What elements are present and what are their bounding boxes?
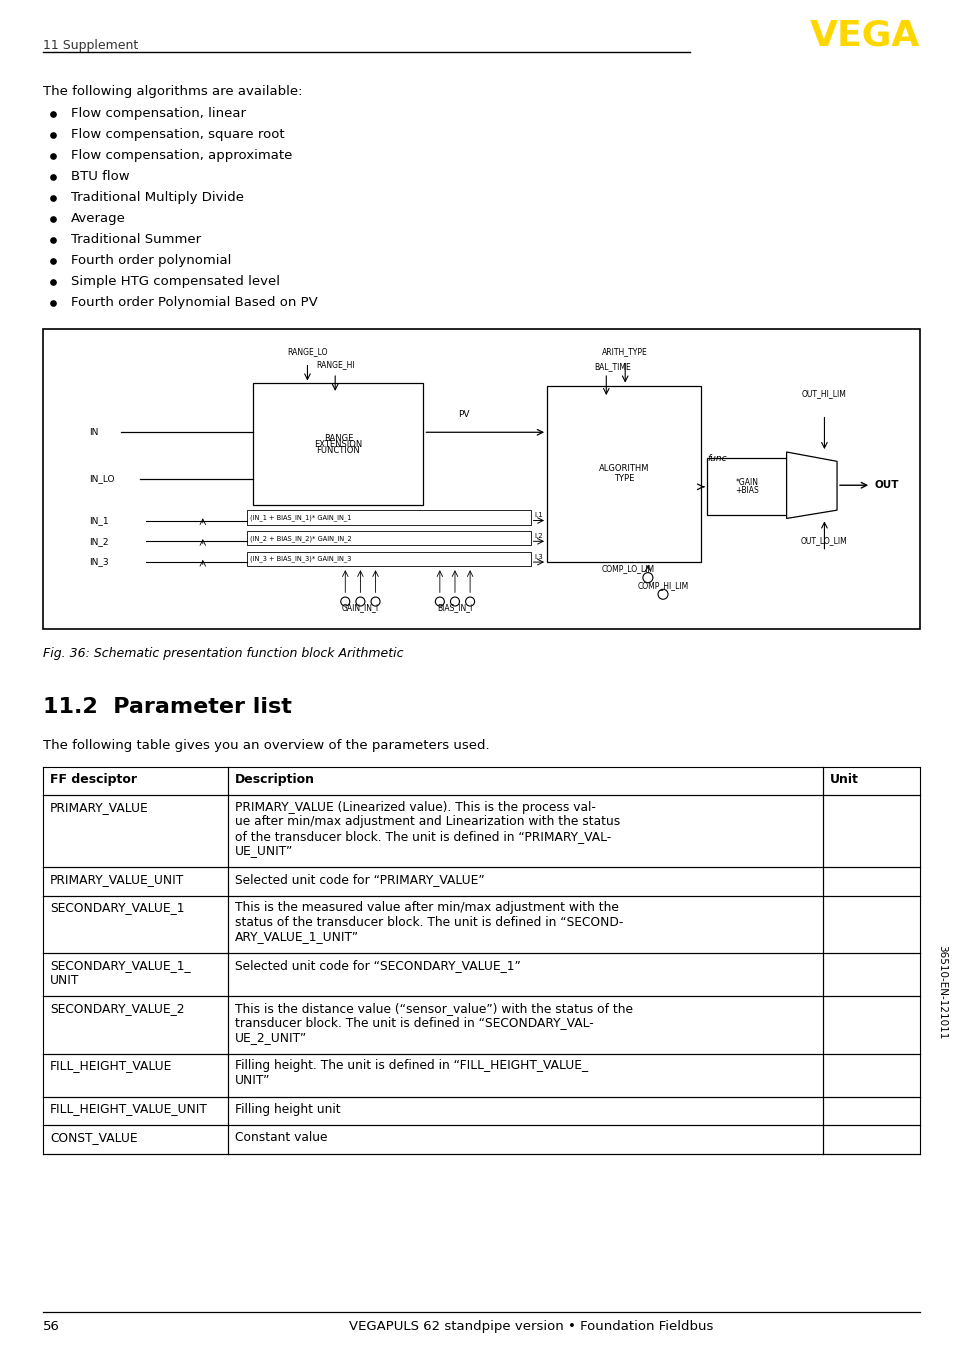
Text: 56: 56 [43, 1320, 60, 1332]
Bar [706, 458, 786, 516]
Text: FF desciptor: FF desciptor [50, 773, 137, 787]
Text: BIAS_IN_i: BIAS_IN_i [436, 603, 472, 612]
Text: FILL_HEIGHT_VALUE_UNIT: FILL_HEIGHT_VALUE_UNIT [50, 1102, 208, 1116]
Bar [253, 383, 423, 505]
Text: PRIMARY_VALUE (Linearized value). This is the process val-: PRIMARY_VALUE (Linearized value). This i… [234, 802, 596, 814]
Text: +BIAS: +BIAS [734, 486, 758, 496]
Text: ARITH_TYPE: ARITH_TYPE [601, 347, 647, 356]
Text: FUNCTION: FUNCTION [316, 445, 360, 455]
Text: Flow compensation, square root: Flow compensation, square root [71, 129, 284, 141]
Text: PV: PV [457, 410, 469, 418]
Text: l.2: l.2 [534, 533, 542, 539]
Text: CONST_VALUE: CONST_VALUE [50, 1131, 137, 1144]
Text: VEGA: VEGA [809, 18, 919, 51]
Text: OUT: OUT [874, 481, 899, 490]
Text: SECONDARY_VALUE_1: SECONDARY_VALUE_1 [50, 902, 184, 914]
Text: func: func [706, 454, 726, 463]
Text: BAL_TIME: BAL_TIME [594, 362, 630, 371]
Text: IN: IN [90, 428, 98, 437]
Text: Fourth order Polynomial Based on PV: Fourth order Polynomial Based on PV [71, 297, 317, 309]
Text: IN_1: IN_1 [90, 516, 109, 525]
Text: transducer block. The unit is defined in “SECONDARY_VAL-: transducer block. The unit is defined in… [234, 1017, 593, 1029]
Text: l.3: l.3 [534, 554, 542, 559]
Text: ALGORITHM: ALGORITHM [598, 464, 648, 474]
Text: IN_2: IN_2 [90, 536, 109, 546]
Text: The following table gives you an overview of the parameters used.: The following table gives you an overvie… [43, 739, 489, 751]
Text: Selected unit code for “SECONDARY_VALUE_1”: Selected unit code for “SECONDARY_VALUE_… [234, 959, 520, 972]
Text: status of the transducer block. The unit is defined in “SECOND-: status of the transducer block. The unit… [234, 917, 622, 929]
Text: This is the measured value after min/max adjustment with the: This is the measured value after min/max… [234, 902, 618, 914]
Bar [546, 386, 700, 562]
Bar [247, 531, 530, 546]
Text: (IN_1 + BIAS_IN_1)* GAIN_IN_1: (IN_1 + BIAS_IN_1)* GAIN_IN_1 [250, 515, 351, 521]
Text: Traditional Multiply Divide: Traditional Multiply Divide [71, 191, 244, 204]
Text: Fourth order polynomial: Fourth order polynomial [71, 255, 232, 267]
Text: VEGAPULS 62 standpipe version • Foundation Fieldbus: VEGAPULS 62 standpipe version • Foundati… [349, 1320, 713, 1332]
Text: Description: Description [234, 773, 314, 787]
Text: (IN_3 + BIAS_IN_3)* GAIN_IN_3: (IN_3 + BIAS_IN_3)* GAIN_IN_3 [250, 555, 351, 562]
Text: UE_2_UNIT”: UE_2_UNIT” [234, 1030, 307, 1044]
Text: Flow compensation, approximate: Flow compensation, approximate [71, 149, 292, 162]
Text: SECONDARY_VALUE_1_
UNIT: SECONDARY_VALUE_1_ UNIT [50, 959, 191, 987]
Text: Simple HTG compensated level: Simple HTG compensated level [71, 275, 280, 288]
Text: UNIT”: UNIT” [234, 1074, 271, 1087]
Text: Average: Average [71, 213, 126, 225]
Text: Filling height unit: Filling height unit [234, 1102, 340, 1116]
Text: IN_LO: IN_LO [90, 474, 114, 483]
Text: Fig. 36: Schematic presentation function block Arithmetic: Fig. 36: Schematic presentation function… [43, 647, 403, 659]
Text: TYPE: TYPE [613, 474, 634, 483]
Text: PRIMARY_VALUE: PRIMARY_VALUE [50, 802, 149, 814]
Text: (IN_2 + BIAS_IN_2)* GAIN_IN_2: (IN_2 + BIAS_IN_2)* GAIN_IN_2 [250, 535, 352, 542]
Text: RANGE_LO: RANGE_LO [287, 347, 327, 356]
Bar [43, 329, 919, 630]
Text: of the transducer block. The unit is defined in “PRIMARY_VAL-: of the transducer block. The unit is def… [234, 830, 611, 844]
Text: RANGE_HI: RANGE_HI [315, 360, 355, 370]
Text: BTU flow: BTU flow [71, 171, 130, 183]
Text: EXTENSION: EXTENSION [314, 440, 362, 448]
Text: This is the distance value (“sensor_value”) with the status of the: This is the distance value (“sensor_valu… [234, 1002, 633, 1016]
Text: *GAIN: *GAIN [735, 478, 758, 487]
Bar [247, 551, 530, 566]
Text: RANGE: RANGE [323, 433, 353, 443]
Text: COMP_HI_LIM: COMP_HI_LIM [637, 581, 688, 590]
Text: IN_3: IN_3 [90, 558, 109, 566]
Text: 11.2  Parameter list: 11.2 Parameter list [43, 697, 292, 718]
Polygon shape [786, 452, 836, 519]
Text: l.1: l.1 [534, 512, 542, 519]
Text: PRIMARY_VALUE_UNIT: PRIMARY_VALUE_UNIT [50, 873, 184, 886]
Text: Traditional Summer: Traditional Summer [71, 233, 201, 246]
Bar [247, 510, 530, 525]
Text: OUT_LO_LIM: OUT_LO_LIM [801, 536, 847, 546]
Text: OUT_HI_LIM: OUT_HI_LIM [801, 389, 846, 398]
Text: Filling height. The unit is defined in “FILL_HEIGHT_VALUE_: Filling height. The unit is defined in “… [234, 1059, 587, 1072]
Text: Flow compensation, linear: Flow compensation, linear [71, 107, 246, 121]
Text: ARY_VALUE_1_UNIT”: ARY_VALUE_1_UNIT” [234, 930, 358, 944]
Text: SECONDARY_VALUE_2: SECONDARY_VALUE_2 [50, 1002, 184, 1016]
Text: The following algorithms are available:: The following algorithms are available: [43, 85, 302, 97]
Text: COMP_LO_LIM: COMP_LO_LIM [600, 565, 654, 574]
Text: UE_UNIT”: UE_UNIT” [234, 845, 294, 857]
Text: 36510-EN-121011: 36510-EN-121011 [936, 945, 946, 1040]
Text: GAIN_IN_i: GAIN_IN_i [341, 603, 378, 612]
Text: Constant value: Constant value [234, 1131, 327, 1144]
Text: FILL_HEIGHT_VALUE: FILL_HEIGHT_VALUE [50, 1059, 172, 1072]
Text: 11 Supplement: 11 Supplement [43, 39, 138, 51]
Text: ue after min/max adjustment and Linearization with the status: ue after min/max adjustment and Lineariz… [234, 815, 619, 829]
Text: Unit: Unit [829, 773, 858, 787]
Text: Selected unit code for “PRIMARY_VALUE”: Selected unit code for “PRIMARY_VALUE” [234, 873, 484, 886]
